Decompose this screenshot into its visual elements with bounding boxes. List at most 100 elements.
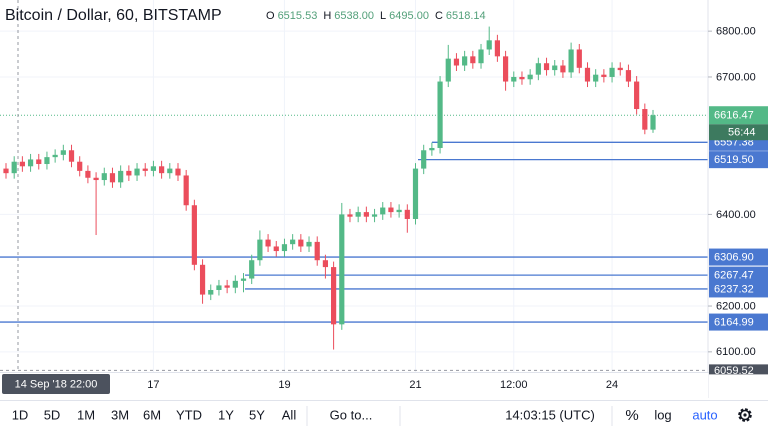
candle-body [52, 154, 58, 158]
candle-body [290, 239, 296, 245]
x-tick-label: 24 [606, 379, 618, 391]
ohlc-key: L [380, 10, 386, 22]
goto-button[interactable]: Go to... [330, 407, 373, 422]
price-line-layer [0, 114, 708, 371]
y-tick-label: 6400.00 [716, 209, 756, 221]
candle-body [568, 49, 574, 73]
candle-body [150, 166, 157, 171]
candle-body [584, 67, 591, 82]
candle-body [617, 67, 623, 71]
candle-body [109, 173, 116, 183]
range-button[interactable]: All [282, 407, 297, 422]
candle-body [273, 246, 279, 252]
candle-body [36, 159, 42, 165]
candle-body [347, 214, 353, 217]
candle-body [462, 56, 468, 66]
candle-body [85, 170, 91, 178]
candle-body [380, 207, 386, 215]
candle-body [593, 74, 599, 82]
candle-body [265, 239, 271, 247]
range-button[interactable]: 1D [12, 407, 29, 422]
range-button[interactable]: 5D [44, 407, 61, 422]
candle-body [494, 40, 500, 57]
price-line-badge [709, 151, 768, 169]
low-marker-label: 6059.52 [714, 365, 754, 377]
candle-body [421, 150, 427, 169]
candle-body [511, 76, 517, 82]
candle-body [404, 209, 410, 219]
ohlc-key: C [435, 10, 443, 22]
range-button[interactable]: YTD [176, 407, 202, 422]
price-axis-panel [708, 0, 768, 398]
candle-body [453, 58, 460, 66]
ohlc-value: 6495.00 [389, 10, 429, 22]
ohlc-legend: O 6515.53 H 6538.00 L 6495.00 C 6518.14 [266, 10, 486, 22]
ohlc-key: O [266, 10, 275, 22]
candle-body [642, 109, 648, 130]
x-tick-label: 17 [147, 379, 159, 391]
candle-body [486, 40, 492, 50]
range-button[interactable]: 1Y [218, 407, 234, 422]
range-button[interactable]: 1M [77, 407, 95, 422]
settings-gear[interactable] [738, 408, 752, 422]
candle-body [3, 168, 9, 174]
candle-body [281, 244, 288, 252]
countdown-label: 56:44 [728, 127, 756, 139]
gear-hub [743, 413, 747, 417]
range-button[interactable]: 5Y [249, 407, 265, 422]
crosshair-time-box [2, 374, 110, 394]
candle-body [625, 70, 632, 82]
candle-body [118, 170, 124, 183]
grid-layer [0, 0, 708, 372]
ohlc-key: H [323, 10, 331, 22]
price-line-badge [709, 280, 768, 298]
candle-body [77, 161, 83, 171]
candle-body [208, 289, 214, 295]
candle-body [159, 166, 165, 174]
symbol-title: Bitcoin / Dollar, 60, BITSTAMP [5, 7, 222, 24]
candle-layer [3, 26, 656, 350]
last-price-label: 6616.47 [714, 110, 754, 122]
price-line-badge [709, 313, 768, 331]
candle-body [371, 214, 378, 217]
x-tick-label: 12:00 [500, 379, 528, 391]
price-line-label: 6267.47 [714, 270, 754, 282]
candle-body [175, 168, 181, 176]
candle-body [249, 260, 255, 279]
candle-body [543, 63, 550, 71]
candle-body [93, 177, 99, 181]
candle-body [232, 280, 238, 288]
candle-body [363, 212, 369, 217]
candle-body [560, 65, 566, 73]
candle-body [650, 115, 656, 130]
bottom-toolbar: 1D 5D 1M 3M 6M YTD 1Y 5Y All Go to... 14:03:15 (UT… [12, 407, 718, 424]
candle-body [142, 168, 148, 171]
price-line-badge [709, 266, 768, 284]
auto-toggle[interactable]: auto [692, 407, 717, 422]
range-button[interactable]: 3M [111, 407, 129, 422]
ohlc-value: 6538.00 [334, 10, 374, 22]
candle-body [609, 67, 615, 77]
gear-teeth [738, 408, 752, 422]
candle-body [576, 49, 582, 68]
log-toggle[interactable]: log [654, 407, 671, 422]
candle-body [167, 168, 173, 174]
candle-body [224, 285, 230, 288]
candle-body [257, 239, 263, 261]
y-tick-label: 6200.00 [716, 300, 756, 312]
candle-body [306, 241, 312, 247]
range-button[interactable]: 6M [143, 407, 161, 422]
candle-body [60, 150, 66, 155]
candle-body [126, 170, 132, 176]
candle-body [68, 150, 75, 162]
y-tick-label: 6700.00 [716, 71, 756, 83]
candle-body [396, 209, 402, 213]
gear-ring [739, 409, 751, 421]
clock-label: 14:03:15 (UTC) [505, 407, 595, 422]
candle-body [478, 49, 484, 64]
candle-body [183, 175, 189, 206]
candle-body [199, 264, 206, 295]
percent-toggle[interactable]: % [625, 407, 638, 424]
price-line-label: 6164.99 [714, 316, 754, 328]
